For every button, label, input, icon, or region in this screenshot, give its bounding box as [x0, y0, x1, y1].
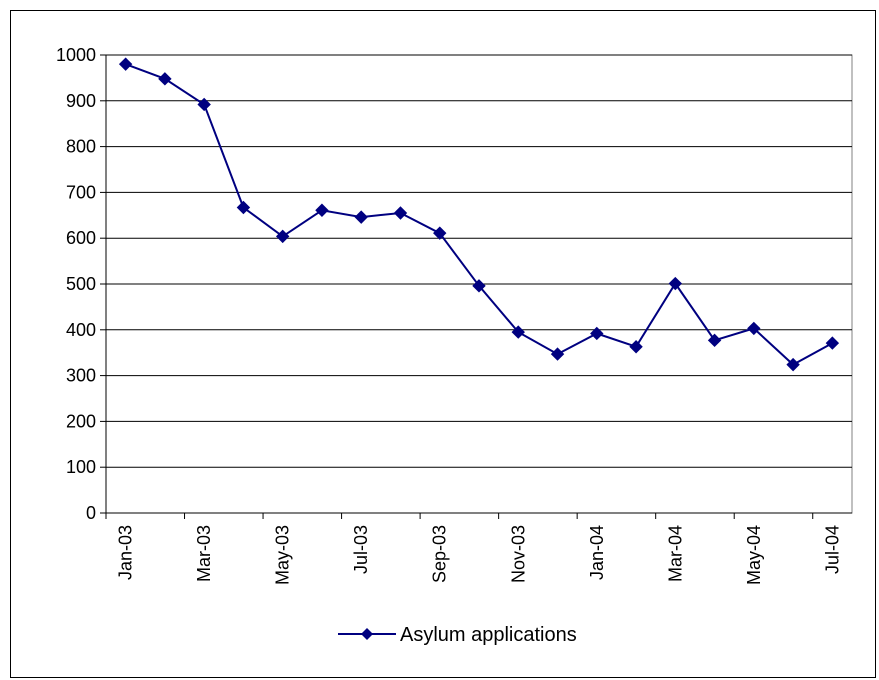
x-tick-label: Jul-04	[822, 525, 842, 574]
data-point	[707, 333, 722, 348]
chart-frame	[10, 10, 876, 678]
x-tick-label: Jul-03	[351, 525, 371, 574]
y-tick-label: 300	[66, 366, 96, 386]
data-point	[747, 321, 761, 336]
series-line	[125, 63, 833, 366]
y-tick-label: 100	[66, 457, 96, 477]
y-tick-label: 600	[66, 228, 96, 248]
y-tick-label: 500	[66, 274, 96, 294]
data-point	[668, 276, 683, 291]
data-point	[393, 206, 408, 220]
data-point	[433, 226, 447, 240]
data-point	[315, 203, 329, 217]
data-point	[354, 210, 368, 224]
data-point	[786, 357, 800, 372]
data-point	[825, 336, 840, 350]
x-tick-label: Mar-03	[194, 525, 214, 582]
x-tick-label: Jan-03	[116, 525, 136, 580]
y-tick-label: 700	[66, 182, 96, 202]
x-tick-label: Sep-03	[430, 525, 450, 583]
data-point	[118, 57, 133, 71]
y-tick-label: 200	[66, 411, 96, 431]
x-tick-label: Jan-04	[587, 525, 607, 580]
data-point	[197, 97, 211, 112]
legend-marker	[361, 628, 373, 640]
x-tick-label: Nov-03	[508, 525, 528, 583]
data-point	[511, 325, 525, 339]
y-tick-label: 900	[66, 91, 96, 111]
data-point	[275, 229, 290, 244]
data-point	[629, 340, 643, 354]
data-point	[590, 326, 604, 341]
y-tick-label: 800	[66, 137, 96, 157]
x-tick-label: Mar-04	[665, 525, 685, 582]
x-tick-label: May-03	[273, 525, 293, 585]
data-point	[472, 279, 486, 293]
data-point	[158, 72, 172, 86]
y-tick-label: 1000	[56, 45, 96, 65]
data-point	[236, 200, 251, 215]
x-tick-label: May-04	[744, 525, 764, 585]
data-point	[550, 347, 565, 361]
y-tick-label: 0	[86, 503, 96, 523]
y-tick-label: 400	[66, 320, 96, 340]
legend-label: Asylum applications	[400, 624, 577, 646]
